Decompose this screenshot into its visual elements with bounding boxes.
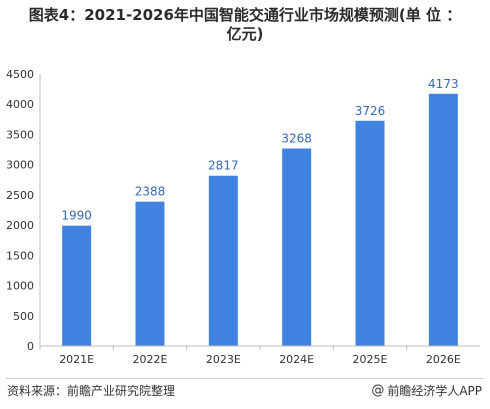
- y-tick-label: 0: [27, 340, 34, 353]
- y-axis: 0 500 1000 1500 2000 2500 3000 3500 4000 4500: [6, 68, 41, 353]
- x-tick-label: 2022E: [133, 353, 168, 366]
- y-tick-label: 3000: [6, 159, 34, 172]
- brand-logo-icon: @: [371, 383, 385, 398]
- footer-divider: [6, 378, 484, 379]
- footer: 资料来源：前瞻产业研究院整理 @ 前瞻经济学人APP: [0, 378, 490, 409]
- bars: 1990 2388 2817 3268 3726 4173: [61, 77, 459, 346]
- source-note: 资料来源：前瞻产业研究院整理: [7, 384, 176, 398]
- bar: [355, 120, 385, 346]
- bar-value-label: 2388: [135, 185, 166, 199]
- y-tick-label: 500: [13, 310, 34, 323]
- y-tick-label: 4500: [6, 68, 34, 81]
- bar: [135, 201, 165, 346]
- y-tick-label: 3500: [6, 128, 34, 141]
- chart-title: 图表4：2021-2026年中国智能交通行业市场规模预测(单 位 ： 亿元): [0, 6, 490, 44]
- bar-value-label: 2817: [208, 159, 239, 173]
- y-tick-label: 2000: [6, 219, 34, 232]
- x-tick-label: 2021E: [59, 353, 94, 366]
- chart-title-line-1: 图表4：2021-2026年中国智能交通行业市场规模预测(单 位 ：: [28, 6, 462, 24]
- brand-name: 前瞻经济学人APP: [387, 384, 482, 398]
- bar: [62, 225, 92, 346]
- bar-value-label: 3726: [355, 104, 386, 118]
- y-tick-label: 1500: [6, 249, 34, 262]
- y-tick-label: 4000: [6, 98, 34, 111]
- y-tick-label: 2500: [6, 189, 34, 202]
- chart-title-line-2: 亿元): [226, 25, 264, 43]
- brand: @ 前瞻经济学人APP: [371, 382, 482, 399]
- x-tick-label: 2026E: [426, 353, 461, 366]
- bar-value-label: 3268: [281, 131, 312, 145]
- x-tick-label: 2025E: [353, 353, 388, 366]
- bar: [282, 148, 312, 346]
- x-axis: 2021E 2022E 2023E 2024E 2025E 2026E: [39, 345, 480, 366]
- bar-value-label: 4173: [428, 77, 459, 91]
- bar-chart: 0 500 1000 1500 2000 2500 3000 3500 4000 4500 199…: [6, 68, 480, 366]
- bar: [428, 93, 458, 346]
- x-tick-label: 2024E: [279, 353, 314, 366]
- bar-value-label: 1990: [61, 209, 92, 223]
- y-tick-label: 1000: [6, 280, 34, 293]
- bar: [208, 175, 238, 346]
- x-tick-label: 2023E: [206, 353, 241, 366]
